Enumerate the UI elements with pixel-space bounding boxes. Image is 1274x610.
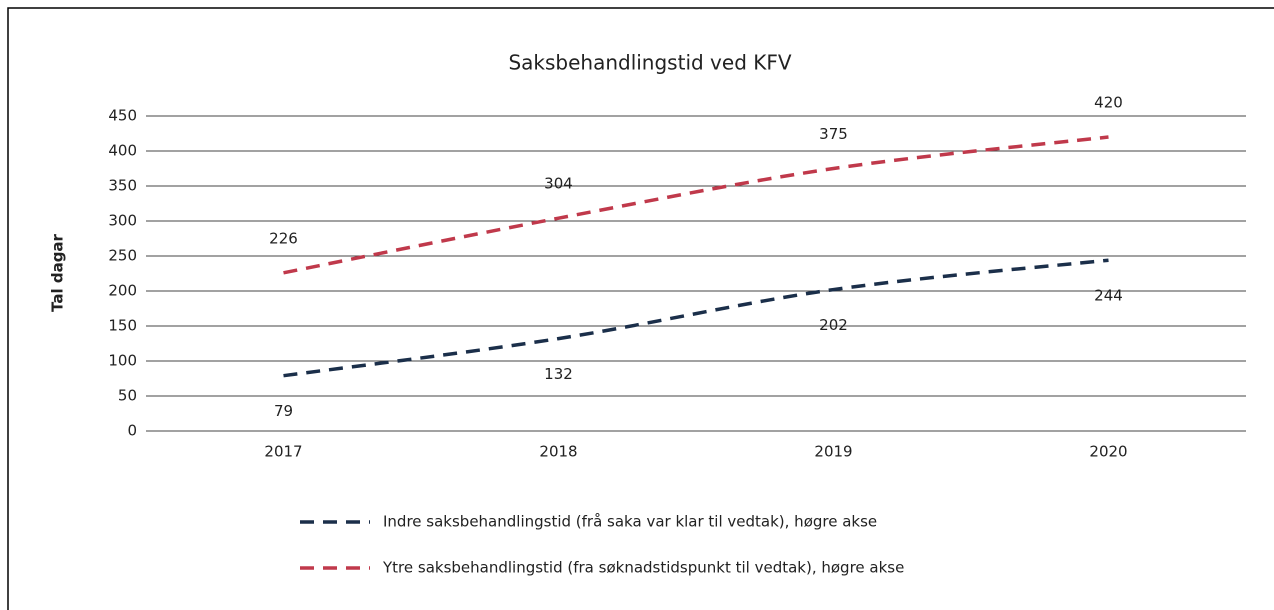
- series-line: [283, 135, 1109, 275]
- y-tick-label: 250: [108, 247, 137, 265]
- data-label: 202: [819, 316, 848, 334]
- x-tick-label: 2018: [539, 443, 577, 461]
- frame: [7, 7, 1274, 610]
- data-label: 226: [269, 229, 298, 247]
- data-label: 420: [1094, 94, 1123, 112]
- y-tick-label: 50: [118, 387, 137, 405]
- data-label: 132: [544, 365, 573, 383]
- y-tick-label: 450: [108, 107, 137, 125]
- series-line: [283, 258, 1109, 378]
- y-tick-label: 200: [108, 282, 137, 300]
- data-label: 375: [819, 125, 848, 143]
- x-tick-label: 2019: [814, 443, 852, 461]
- y-tick-label: 400: [108, 142, 137, 160]
- y-tick-label: 150: [108, 317, 137, 335]
- chart-title: Saksbehandlingstid ved KFV: [508, 51, 791, 75]
- x-tick-label: 2017: [264, 443, 302, 461]
- y-tick-label: 300: [108, 212, 137, 230]
- data-label: 304: [544, 175, 573, 193]
- x-tick-label: 2020: [1089, 443, 1127, 461]
- y-tick-label: 100: [108, 352, 137, 370]
- y-tick-label: 0: [127, 422, 137, 440]
- data-label: 79: [274, 402, 293, 420]
- y-axis-label: Tal dagar: [49, 233, 67, 312]
- y-tick-label: 350: [108, 177, 137, 195]
- legend-label: Indre saksbehandlingstid (frå saka var k…: [383, 513, 877, 531]
- data-label: 244: [1094, 287, 1123, 305]
- legend-label: Ytre saksbehandlingstid (fra søknadstids…: [382, 559, 904, 577]
